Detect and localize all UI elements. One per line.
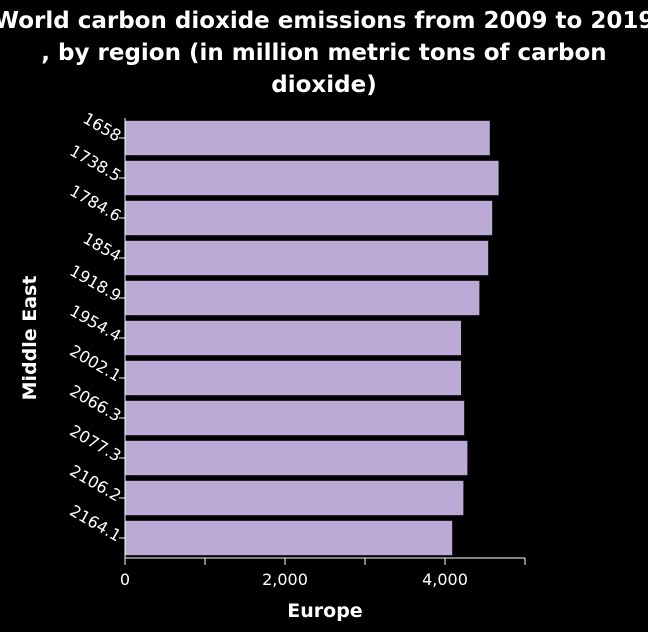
x-tick-label-4: 4,000 [422,570,468,589]
chart-title-line-1: World carbon dioxide emissions from 2009… [0,8,648,34]
y-axis-ticks: 16581738.51784.618541918.91954.42002.120… [67,109,125,545]
y-tick-label-1: 1738.5 [67,141,125,185]
bar-5 [125,320,461,356]
chart-title-line-3: dioxide) [271,72,376,98]
y-tick-label-0: 1658 [80,109,125,146]
bars-group [125,120,499,556]
bar-1 [125,160,499,196]
x-tick-label-2: 2,000 [262,570,308,589]
bar-6 [125,360,461,396]
y-axis-title: Middle East [19,276,41,401]
x-axis-title: Europe [287,600,362,622]
y-tick-label-7: 2066.3 [67,381,125,425]
y-tick-label-3: 1854 [80,229,125,266]
y-tick-label-6: 2002.1 [67,341,125,385]
x-axis-ticks: 0 2,000 4,000 [120,558,526,589]
y-tick-label-2: 1784.6 [67,181,125,225]
y-tick-label-4: 1918.9 [67,261,125,305]
bar-7 [125,400,465,436]
bar-4 [125,280,480,316]
y-tick-label-5: 1954.4 [67,301,125,345]
y-tick-label-9: 2106.2 [67,461,125,505]
bar-3 [125,240,489,276]
bar-8 [125,440,468,476]
x-tick-label-0: 0 [120,570,130,589]
bar-9 [125,480,464,516]
bar-0 [125,120,490,156]
chart-title-line-2: , by region (in million metric tons of c… [41,40,606,66]
y-tick-label-10: 2164.1 [67,501,125,545]
y-tick-label-8: 2077.3 [67,421,125,465]
bar-2 [125,200,493,236]
bar-10 [125,520,453,556]
